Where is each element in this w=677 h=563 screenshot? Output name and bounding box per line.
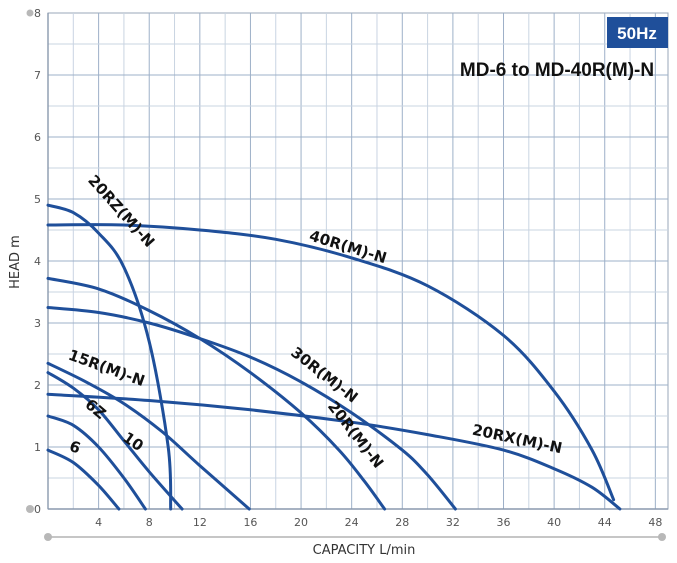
y-tick-label: 5 [34, 193, 41, 206]
y-tick-label: 1 [34, 441, 41, 454]
y-tick-label: 0 [34, 503, 41, 516]
y-tick-label: 6 [34, 131, 41, 144]
curve-label: 20R(M)-N [324, 398, 387, 472]
curve-10 [46, 371, 184, 511]
x-tick-label: 36 [497, 516, 511, 529]
curve-20rz-m-n [46, 203, 173, 511]
curve-6 [46, 448, 121, 511]
y-axis-title: HEAD m [8, 235, 23, 289]
y-tick-label: 7 [34, 69, 41, 82]
frequency-badge: 50Hz [607, 17, 668, 48]
curve-label: 20RZ(M)-N [84, 171, 158, 250]
curve-15r-m-n [46, 361, 251, 511]
x-tick-label: 48 [648, 516, 662, 529]
x-rule-end-dot [658, 533, 666, 541]
x-tick-label: 20 [294, 516, 308, 529]
y-tick-label: 2 [34, 379, 41, 392]
grid-lines [47, 12, 669, 510]
badge-background [607, 17, 668, 48]
chart-title: MD-6 to MD-40R(M)-N [460, 60, 654, 81]
axis-origin-dot [26, 505, 34, 513]
y-tick-label: 8 [34, 7, 41, 20]
x-tick-label: 40 [547, 516, 561, 529]
y-tick-label: 4 [34, 255, 41, 268]
curves [46, 203, 622, 511]
y-tick-label: 3 [34, 317, 41, 330]
curve-20rx-m-n [46, 392, 622, 511]
x-tick-label: 8 [146, 516, 153, 529]
x-tick-label: 32 [446, 516, 460, 529]
curve-6z [46, 414, 147, 511]
x-tick-label: 4 [95, 516, 102, 529]
badge-text: 50Hz [617, 24, 657, 43]
x-tick-label: 24 [345, 516, 359, 529]
x-tick-label: 12 [193, 516, 207, 529]
x-axis-title: CAPACITY L/min [313, 543, 416, 558]
x-tick-label: 44 [598, 516, 612, 529]
curve-30r-m-n [46, 306, 457, 511]
x-rule-start-dot [44, 533, 52, 541]
x-tick-label: 28 [395, 516, 409, 529]
curve-20r-m-n [46, 276, 387, 511]
y-axis-end-dot [26, 9, 34, 17]
curve-40r-m-n [46, 223, 616, 502]
curve-label: 20RX(M)-N [471, 421, 564, 458]
curve-label: 15R(M)-N [66, 346, 147, 390]
x-tick-label: 16 [243, 516, 257, 529]
